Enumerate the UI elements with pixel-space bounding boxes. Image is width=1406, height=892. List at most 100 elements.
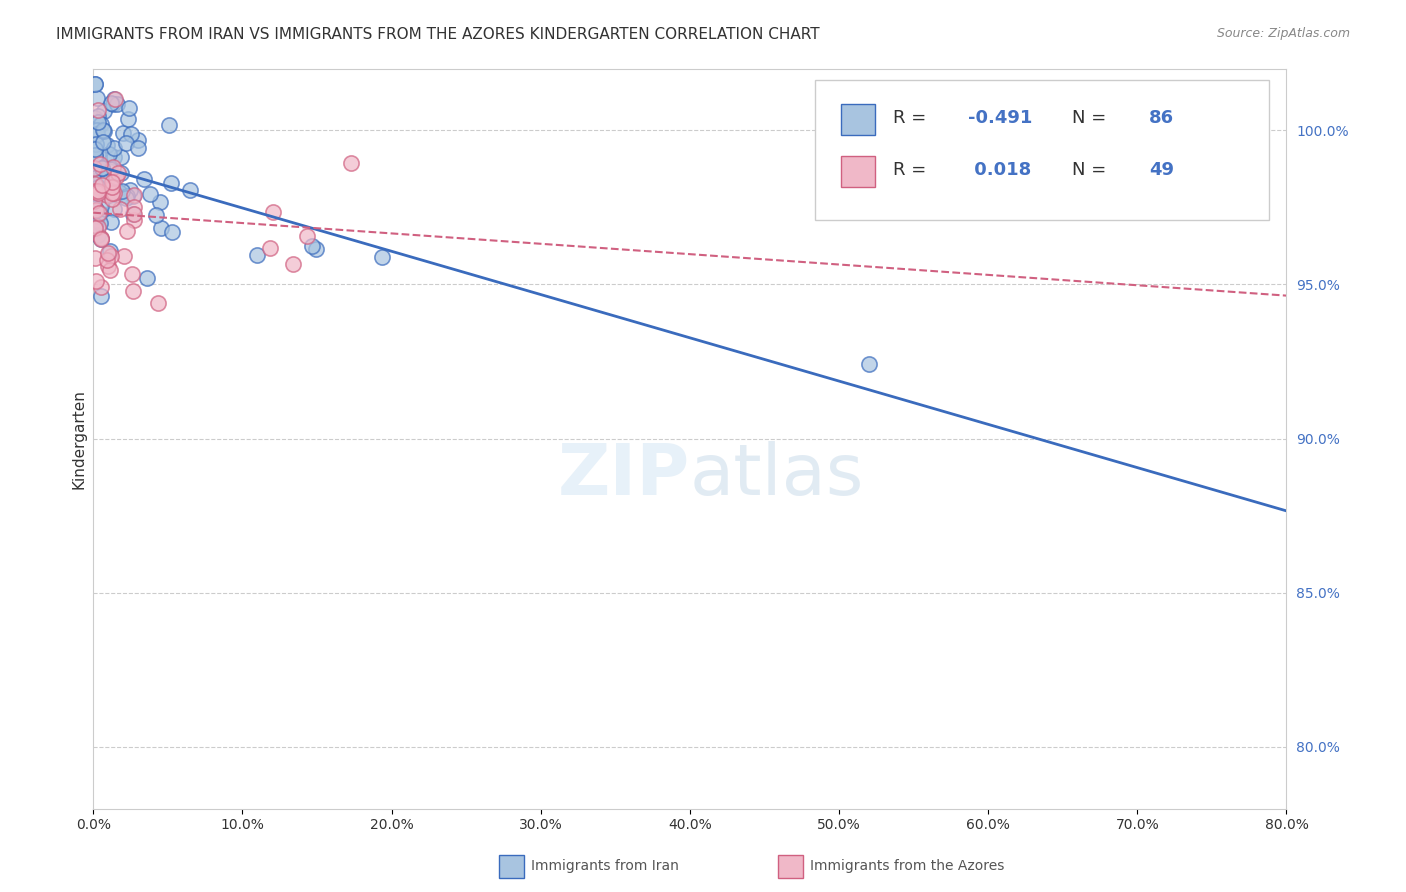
Point xyxy=(108,185,131,199)
Point xyxy=(84,177,107,191)
Point xyxy=(305,242,328,256)
Point xyxy=(83,142,105,156)
Point xyxy=(84,184,107,198)
Point xyxy=(93,103,115,118)
Point xyxy=(84,201,107,215)
Point xyxy=(90,280,112,294)
Point xyxy=(83,112,105,126)
Point xyxy=(86,274,108,288)
Point xyxy=(115,224,138,238)
Point xyxy=(115,136,138,151)
Point xyxy=(89,216,111,230)
Point xyxy=(858,357,880,371)
Point xyxy=(103,202,125,217)
Point xyxy=(93,181,115,195)
Point xyxy=(121,267,143,281)
Point xyxy=(90,170,112,185)
Point xyxy=(297,228,319,243)
Point xyxy=(262,204,284,219)
Point xyxy=(87,179,110,194)
Point xyxy=(281,257,304,271)
Point xyxy=(101,179,124,194)
Point xyxy=(103,97,125,112)
Point xyxy=(110,165,132,179)
Point xyxy=(160,225,183,239)
Point xyxy=(87,109,110,123)
Text: ZIP: ZIP xyxy=(558,442,690,510)
Point xyxy=(86,202,108,217)
Point xyxy=(120,183,142,197)
Point xyxy=(84,142,107,156)
Point xyxy=(87,207,110,221)
Point xyxy=(89,205,111,219)
Point xyxy=(100,249,122,263)
Point xyxy=(135,271,157,285)
Point xyxy=(83,194,105,208)
Point xyxy=(90,199,112,213)
Point xyxy=(98,244,121,258)
FancyBboxPatch shape xyxy=(815,79,1268,220)
Text: R =: R = xyxy=(893,109,932,128)
Point xyxy=(107,165,129,179)
Point xyxy=(121,207,143,221)
Point xyxy=(97,170,120,185)
Point xyxy=(90,289,112,303)
Point xyxy=(100,96,122,111)
Point xyxy=(87,186,110,201)
Point xyxy=(110,202,132,216)
Point xyxy=(87,220,110,235)
Point xyxy=(94,187,117,202)
Point xyxy=(115,191,138,205)
FancyBboxPatch shape xyxy=(778,855,803,878)
Point xyxy=(127,141,149,155)
Text: R =: R = xyxy=(893,161,932,179)
Point xyxy=(160,176,183,190)
Point xyxy=(90,117,112,131)
Point xyxy=(84,218,107,232)
Point xyxy=(301,239,323,253)
Point xyxy=(87,206,110,220)
Point xyxy=(101,175,124,189)
Point xyxy=(103,141,125,155)
Point xyxy=(103,179,125,194)
Point xyxy=(118,101,141,115)
Point xyxy=(179,182,201,196)
Point xyxy=(84,186,107,201)
Point xyxy=(112,249,135,263)
Point xyxy=(86,127,108,141)
Point xyxy=(245,248,267,262)
Point xyxy=(149,221,172,235)
Point xyxy=(122,189,145,203)
Point xyxy=(91,161,114,175)
Text: N =: N = xyxy=(1071,161,1112,179)
Point xyxy=(122,207,145,221)
Point xyxy=(101,181,124,195)
Point xyxy=(124,212,146,227)
Text: IMMIGRANTS FROM IRAN VS IMMIGRANTS FROM THE AZORES KINDERGARTEN CORRELATION CHAR: IMMIGRANTS FROM IRAN VS IMMIGRANTS FROM … xyxy=(56,27,820,42)
Point xyxy=(100,192,122,206)
Point xyxy=(87,184,110,198)
Text: -0.491: -0.491 xyxy=(967,109,1032,128)
Point xyxy=(111,126,134,140)
Point xyxy=(96,176,118,190)
Point xyxy=(90,230,112,244)
Point xyxy=(104,92,127,106)
Point xyxy=(117,112,139,126)
Point xyxy=(87,162,110,177)
Point xyxy=(86,123,108,137)
Point xyxy=(110,150,132,164)
Point xyxy=(96,137,118,152)
Point xyxy=(83,251,105,265)
Point xyxy=(83,150,105,164)
Text: 49: 49 xyxy=(1149,161,1174,179)
Point xyxy=(105,170,128,185)
Text: 0.018: 0.018 xyxy=(967,161,1031,179)
Text: Immigrants from Iran: Immigrants from Iran xyxy=(531,859,679,873)
Point xyxy=(98,161,121,176)
Point xyxy=(107,97,129,112)
Point xyxy=(122,187,145,202)
Text: 86: 86 xyxy=(1149,109,1174,128)
Point xyxy=(93,124,115,138)
Point xyxy=(90,232,112,246)
Point xyxy=(91,123,114,137)
